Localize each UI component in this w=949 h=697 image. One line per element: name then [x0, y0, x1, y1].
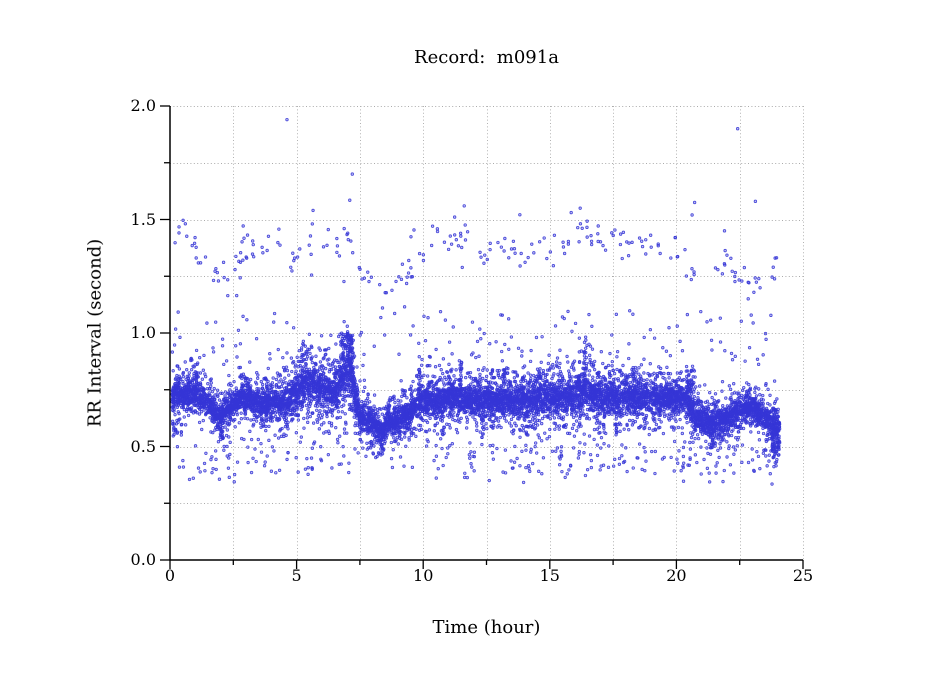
y-tick-label: 0.5	[130, 436, 156, 456]
chart-title: Record: m091a	[414, 47, 559, 68]
y-tick-label: 0.0	[130, 550, 156, 570]
x-tick-label: 5	[291, 566, 302, 585]
x-tick-label: 25	[792, 566, 814, 585]
x-axis-label: Time (hour)	[432, 617, 541, 638]
x-tick-label: 15	[539, 566, 560, 585]
y-tick-label: 1.5	[130, 209, 156, 229]
x-tick-label: 10	[413, 566, 434, 585]
x-tick-label: 20	[666, 566, 687, 585]
x-tick-label: 0	[164, 566, 176, 585]
y-tick-label: 1.0	[130, 323, 156, 343]
y-tick-label: 2.0	[130, 96, 156, 116]
